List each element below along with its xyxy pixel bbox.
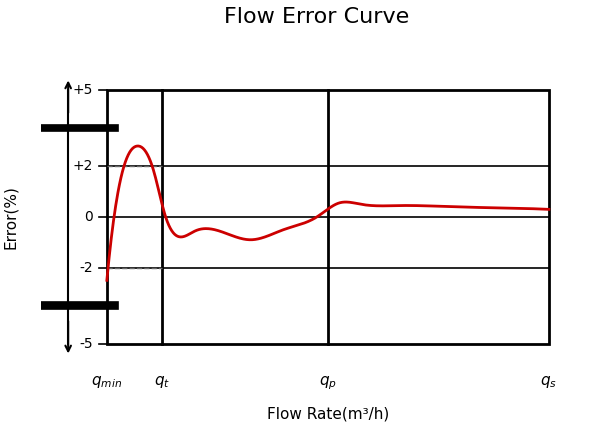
Text: -5: -5 <box>79 337 93 351</box>
Title: Flow Error Curve: Flow Error Curve <box>224 7 409 27</box>
Bar <box>107 90 549 344</box>
Text: $q_p$: $q_p$ <box>319 374 337 392</box>
Text: +2: +2 <box>73 159 93 173</box>
Text: Flow Rate(m³/h): Flow Rate(m³/h) <box>267 407 389 422</box>
Text: $q_{min}$: $q_{min}$ <box>91 374 122 390</box>
Text: 0: 0 <box>84 210 93 224</box>
FancyBboxPatch shape <box>19 303 118 309</box>
Text: -2: -2 <box>79 261 93 275</box>
Text: +5: +5 <box>73 83 93 97</box>
FancyBboxPatch shape <box>19 125 118 131</box>
Text: $q_t$: $q_t$ <box>154 374 170 390</box>
Text: $q_s$: $q_s$ <box>541 374 557 390</box>
Text: Error(%): Error(%) <box>4 185 19 249</box>
